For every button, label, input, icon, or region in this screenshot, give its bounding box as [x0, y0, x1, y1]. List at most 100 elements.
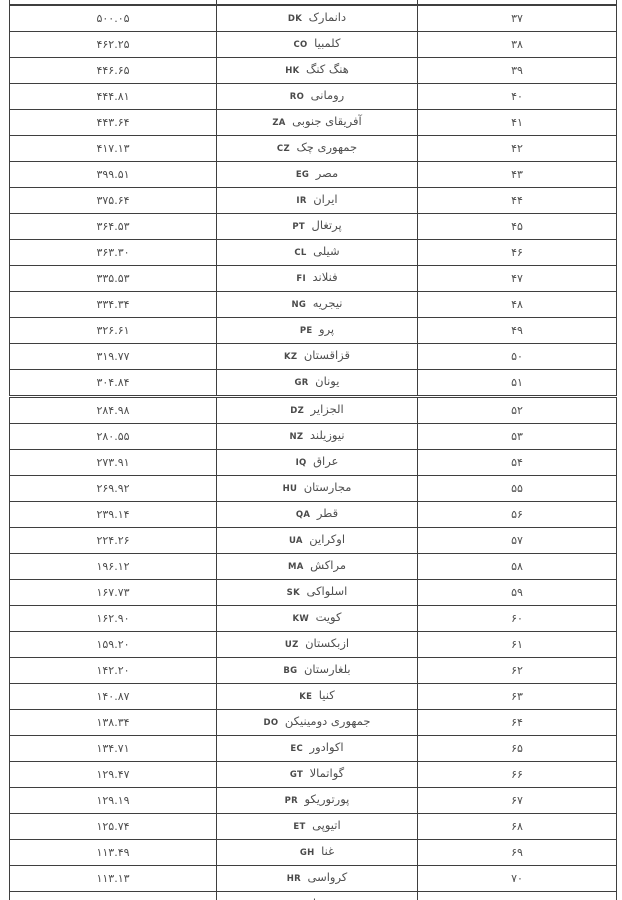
rank-cell: ۵۸ — [417, 553, 617, 580]
value-cell: ۱۱۳.۱۳ — [9, 865, 217, 892]
country-cell: اتیوپی ET — [216, 813, 418, 840]
country-cell: صربستان RS — [216, 891, 418, 900]
value-cell: ۴۴۶.۶۵ — [9, 57, 217, 84]
value-cell: ۳۶۴.۵۳ — [9, 213, 217, 240]
value-cell: ۳۳۵.۵۳ — [9, 265, 217, 292]
country-name: قطر — [316, 506, 339, 520]
table-row-partial-top — [9, 0, 617, 5]
rank-cell: ۶۷ — [417, 787, 617, 814]
country-cell: کلمبیا CO — [216, 31, 418, 58]
table-row: ۶۴ جمهوری دومینیکن DO ۱۳۸.۳۴ — [9, 709, 617, 736]
rank-cell: ۴۵ — [417, 213, 617, 240]
value-cell: ۱۳۸.۳۴ — [9, 709, 217, 736]
rank-cell: ۴۶ — [417, 239, 617, 266]
country-code: KW — [292, 614, 310, 624]
country-name: هنگ کنگ — [306, 62, 349, 76]
country-cell: اوکراین UA — [216, 527, 418, 554]
value-cell: ۲۸۴.۹۸ — [9, 397, 217, 424]
rank-cell: ۶۳ — [417, 683, 617, 710]
country-name: اکوادور — [309, 740, 344, 754]
country-name: غنا — [321, 844, 335, 858]
country-cell: رومانی RO — [216, 83, 418, 110]
rank-cell: ۶۸ — [417, 813, 617, 840]
value-cell: ۳۰۴.۸۴ — [9, 369, 217, 396]
table-row: ۵۸ مراکش MA ۱۹۶.۱۲ — [9, 553, 617, 580]
country-code: DZ — [290, 406, 305, 416]
value-cell: ۲۸۰.۵۵ — [9, 423, 217, 450]
table-row: ۴۶ شیلی CL ۳۶۳.۳۰ — [9, 239, 617, 266]
table-row: ۶۲ بلغارستان BG ۱۴۲.۲۰ — [9, 657, 617, 684]
value-cell: ۱۴۲.۲۰ — [9, 657, 217, 684]
table-row: ۴۱ آفریقای جنوبی ZA ۴۴۳.۶۴ — [9, 109, 617, 136]
country-name: جمهوری چک — [296, 140, 358, 154]
country-cell: نیجریه NG — [216, 291, 418, 318]
country-cell: یونان GR — [216, 369, 418, 396]
country-cell: مجارستان HU — [216, 475, 418, 502]
country-code: KZ — [283, 352, 298, 362]
table-row: ۶۶ گواتمالا GT ۱۲۹.۴۷ — [9, 761, 617, 788]
rank-cell: ۵۰ — [417, 343, 617, 370]
table-row: ۶۸ اتیوپی ET ۱۲۵.۷۴ — [9, 813, 617, 840]
country-cell: اسلواکی SK — [216, 579, 418, 606]
country-name: مجارستان — [303, 480, 352, 494]
country-name: پورتوریکو — [304, 792, 350, 806]
value-cell — [9, 0, 217, 5]
country-name: عراق — [313, 454, 339, 468]
rank-cell: ۶۶ — [417, 761, 617, 788]
country-code: GT — [289, 770, 304, 780]
rank-cell: ۶۰ — [417, 605, 617, 632]
country-name: کویت — [315, 610, 342, 624]
value-cell: ۳۹۹.۵۱ — [9, 161, 217, 188]
country-cell: ایران IR — [216, 187, 418, 214]
country-code: EG — [295, 170, 310, 180]
rank-cell: ۴۸ — [417, 291, 617, 318]
country-cell: ازبکستان UZ — [216, 631, 418, 658]
country-name: کرواسی — [307, 870, 348, 884]
rank-cell: ۴۲ — [417, 135, 617, 162]
country-name: یونان — [315, 374, 340, 388]
value-cell: ۱۶۲.۹۰ — [9, 605, 217, 632]
value-cell: ۱۲۹.۴۷ — [9, 761, 217, 788]
rank-cell: ۵۲ — [417, 397, 617, 424]
country-code: DO — [263, 718, 279, 728]
country-code: HK — [285, 66, 300, 76]
country-name: کنیا — [318, 688, 335, 702]
country-name: آفریقای جنوبی — [292, 114, 362, 128]
value-cell: ۳۱۹.۷۷ — [9, 343, 217, 370]
table-row: ۳۸ کلمبیا CO ۴۶۲.۲۵ — [9, 31, 617, 58]
value-cell: ۳۳۴.۳۴ — [9, 291, 217, 318]
country-name: گواتمالا — [309, 766, 345, 780]
table-row: ۴۴ ایران IR ۳۷۵.۶۴ — [9, 187, 617, 214]
country-name: جمهوری دومینیکن — [284, 714, 371, 728]
country-cell: جمهوری دومینیکن DO — [216, 709, 418, 736]
rank-cell: ۵۵ — [417, 475, 617, 502]
table-row: ۳۷ دانمارک DK ۵۰۰.۰۵ — [9, 5, 617, 32]
table-row: ۶۳ کنیا KE ۱۴۰.۸۷ — [9, 683, 617, 710]
table-row: ۵۲ الجزایر DZ ۲۸۴.۹۸ — [9, 397, 617, 424]
table-row: ۴۲ جمهوری چک CZ ۴۱۷.۱۳ — [9, 135, 617, 162]
country-name: نیجریه — [312, 296, 343, 310]
table-row: ۵۹ اسلواکی SK ۱۶۷.۷۳ — [9, 579, 617, 606]
rank-cell: ۴۷ — [417, 265, 617, 292]
rank-cell: ۴۴ — [417, 187, 617, 214]
country-code: HR — [286, 874, 301, 884]
rank-cell — [417, 0, 617, 5]
value-cell: ۲۶۹.۹۲ — [9, 475, 217, 502]
table-row: ۳۹ هنگ کنگ HK ۴۴۶.۶۵ — [9, 57, 617, 84]
country-cell: پورتوریکو PR — [216, 787, 418, 814]
value-cell: ۱۲۵.۷۴ — [9, 813, 217, 840]
rank-cell: ۷۱ — [417, 891, 617, 900]
rank-cell: ۵۴ — [417, 449, 617, 476]
country-name: مصر — [315, 166, 339, 180]
rank-cell: ۳۷ — [417, 5, 617, 32]
table-row: ۵۰ قزاقستان KZ ۳۱۹.۷۷ — [9, 343, 617, 370]
country-code: UA — [288, 536, 303, 546]
country-cell — [216, 0, 418, 5]
country-cell: کنیا KE — [216, 683, 418, 710]
country-cell: جمهوری چک CZ — [216, 135, 418, 162]
value-cell: ۱۴۰.۸۷ — [9, 683, 217, 710]
country-name: رومانی — [310, 88, 345, 102]
country-code: NG — [291, 300, 307, 310]
value-cell: ۱۵۹.۲۰ — [9, 631, 217, 658]
table-row: ۴۵ پرتغال PT ۳۶۴.۵۳ — [9, 213, 617, 240]
